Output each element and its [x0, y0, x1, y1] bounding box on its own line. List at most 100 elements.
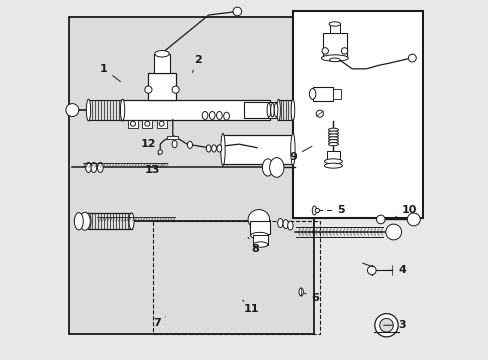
Ellipse shape [216, 112, 222, 120]
Ellipse shape [407, 54, 415, 62]
Bar [69, 17, 314, 334]
Bar [156, 120, 166, 128]
Ellipse shape [211, 145, 216, 152]
Text: 7: 7 [152, 317, 165, 328]
Ellipse shape [309, 89, 315, 99]
Ellipse shape [269, 158, 284, 177]
Ellipse shape [324, 163, 342, 168]
Ellipse shape [217, 145, 221, 152]
Ellipse shape [120, 99, 124, 121]
Ellipse shape [172, 140, 177, 148]
Ellipse shape [187, 141, 192, 148]
Circle shape [376, 215, 384, 224]
Ellipse shape [328, 22, 340, 26]
Ellipse shape [328, 128, 338, 131]
Ellipse shape [80, 212, 90, 230]
Bar [244, 102, 267, 118]
Text: 9: 9 [289, 146, 311, 162]
Bar [323, 33, 346, 58]
Ellipse shape [129, 213, 134, 229]
Ellipse shape [290, 99, 294, 121]
Ellipse shape [283, 220, 288, 229]
Ellipse shape [223, 112, 229, 120]
Circle shape [66, 104, 79, 117]
Bar [148, 73, 175, 100]
Ellipse shape [328, 131, 338, 134]
Ellipse shape [86, 213, 91, 229]
Circle shape [130, 121, 135, 126]
Ellipse shape [321, 55, 347, 61]
Bar [167, 136, 178, 139]
Bar [142, 120, 152, 128]
Ellipse shape [287, 221, 292, 230]
Ellipse shape [253, 242, 267, 247]
Bar [326, 151, 339, 160]
Text: 11: 11 [242, 300, 259, 314]
Ellipse shape [262, 159, 273, 176]
Ellipse shape [202, 112, 207, 120]
Circle shape [316, 110, 323, 117]
Bar [267, 102, 276, 118]
Text: 5: 5 [326, 206, 345, 216]
Ellipse shape [328, 134, 338, 137]
Text: 8: 8 [247, 237, 259, 254]
Ellipse shape [276, 99, 280, 121]
Ellipse shape [247, 210, 269, 229]
Ellipse shape [209, 112, 215, 120]
Circle shape [314, 208, 319, 213]
Ellipse shape [206, 145, 210, 152]
Bar [253, 234, 267, 244]
Bar [333, 89, 340, 99]
Ellipse shape [86, 99, 90, 121]
Circle shape [144, 86, 152, 93]
Ellipse shape [329, 58, 340, 62]
Circle shape [341, 48, 347, 54]
Ellipse shape [312, 206, 316, 215]
Circle shape [233, 7, 241, 16]
Ellipse shape [374, 314, 397, 337]
Bar [121, 100, 269, 120]
Text: 10: 10 [395, 206, 416, 216]
Bar [154, 54, 169, 73]
Circle shape [159, 121, 164, 126]
Ellipse shape [74, 213, 83, 230]
Ellipse shape [97, 162, 103, 172]
Ellipse shape [328, 140, 338, 143]
Ellipse shape [328, 137, 338, 140]
Ellipse shape [290, 134, 294, 166]
Bar [223, 135, 292, 164]
Text: 4: 4 [386, 265, 406, 275]
Ellipse shape [328, 143, 338, 146]
Text: 3: 3 [383, 320, 405, 330]
Circle shape [158, 150, 162, 154]
Ellipse shape [274, 103, 277, 117]
Ellipse shape [379, 319, 392, 332]
Text: 2: 2 [192, 55, 202, 72]
Bar [329, 24, 339, 33]
Circle shape [385, 224, 401, 240]
Ellipse shape [324, 159, 342, 164]
Ellipse shape [155, 50, 169, 57]
Text: 13: 13 [144, 165, 163, 175]
Bar [128, 120, 138, 128]
Text: 6: 6 [303, 293, 319, 303]
Ellipse shape [250, 232, 268, 239]
Ellipse shape [277, 219, 283, 228]
Circle shape [144, 121, 149, 126]
Ellipse shape [91, 162, 97, 172]
Bar [312, 87, 333, 101]
Bar [292, 12, 422, 218]
Bar [249, 221, 269, 234]
Bar [153, 221, 319, 334]
Ellipse shape [85, 162, 91, 172]
Ellipse shape [221, 134, 224, 166]
Circle shape [321, 48, 328, 54]
Ellipse shape [266, 103, 270, 117]
Circle shape [407, 213, 419, 226]
Ellipse shape [298, 288, 303, 296]
Circle shape [172, 86, 179, 93]
Text: 1: 1 [100, 64, 120, 81]
Ellipse shape [270, 103, 274, 117]
Text: 12: 12 [141, 139, 159, 155]
Circle shape [367, 266, 375, 275]
